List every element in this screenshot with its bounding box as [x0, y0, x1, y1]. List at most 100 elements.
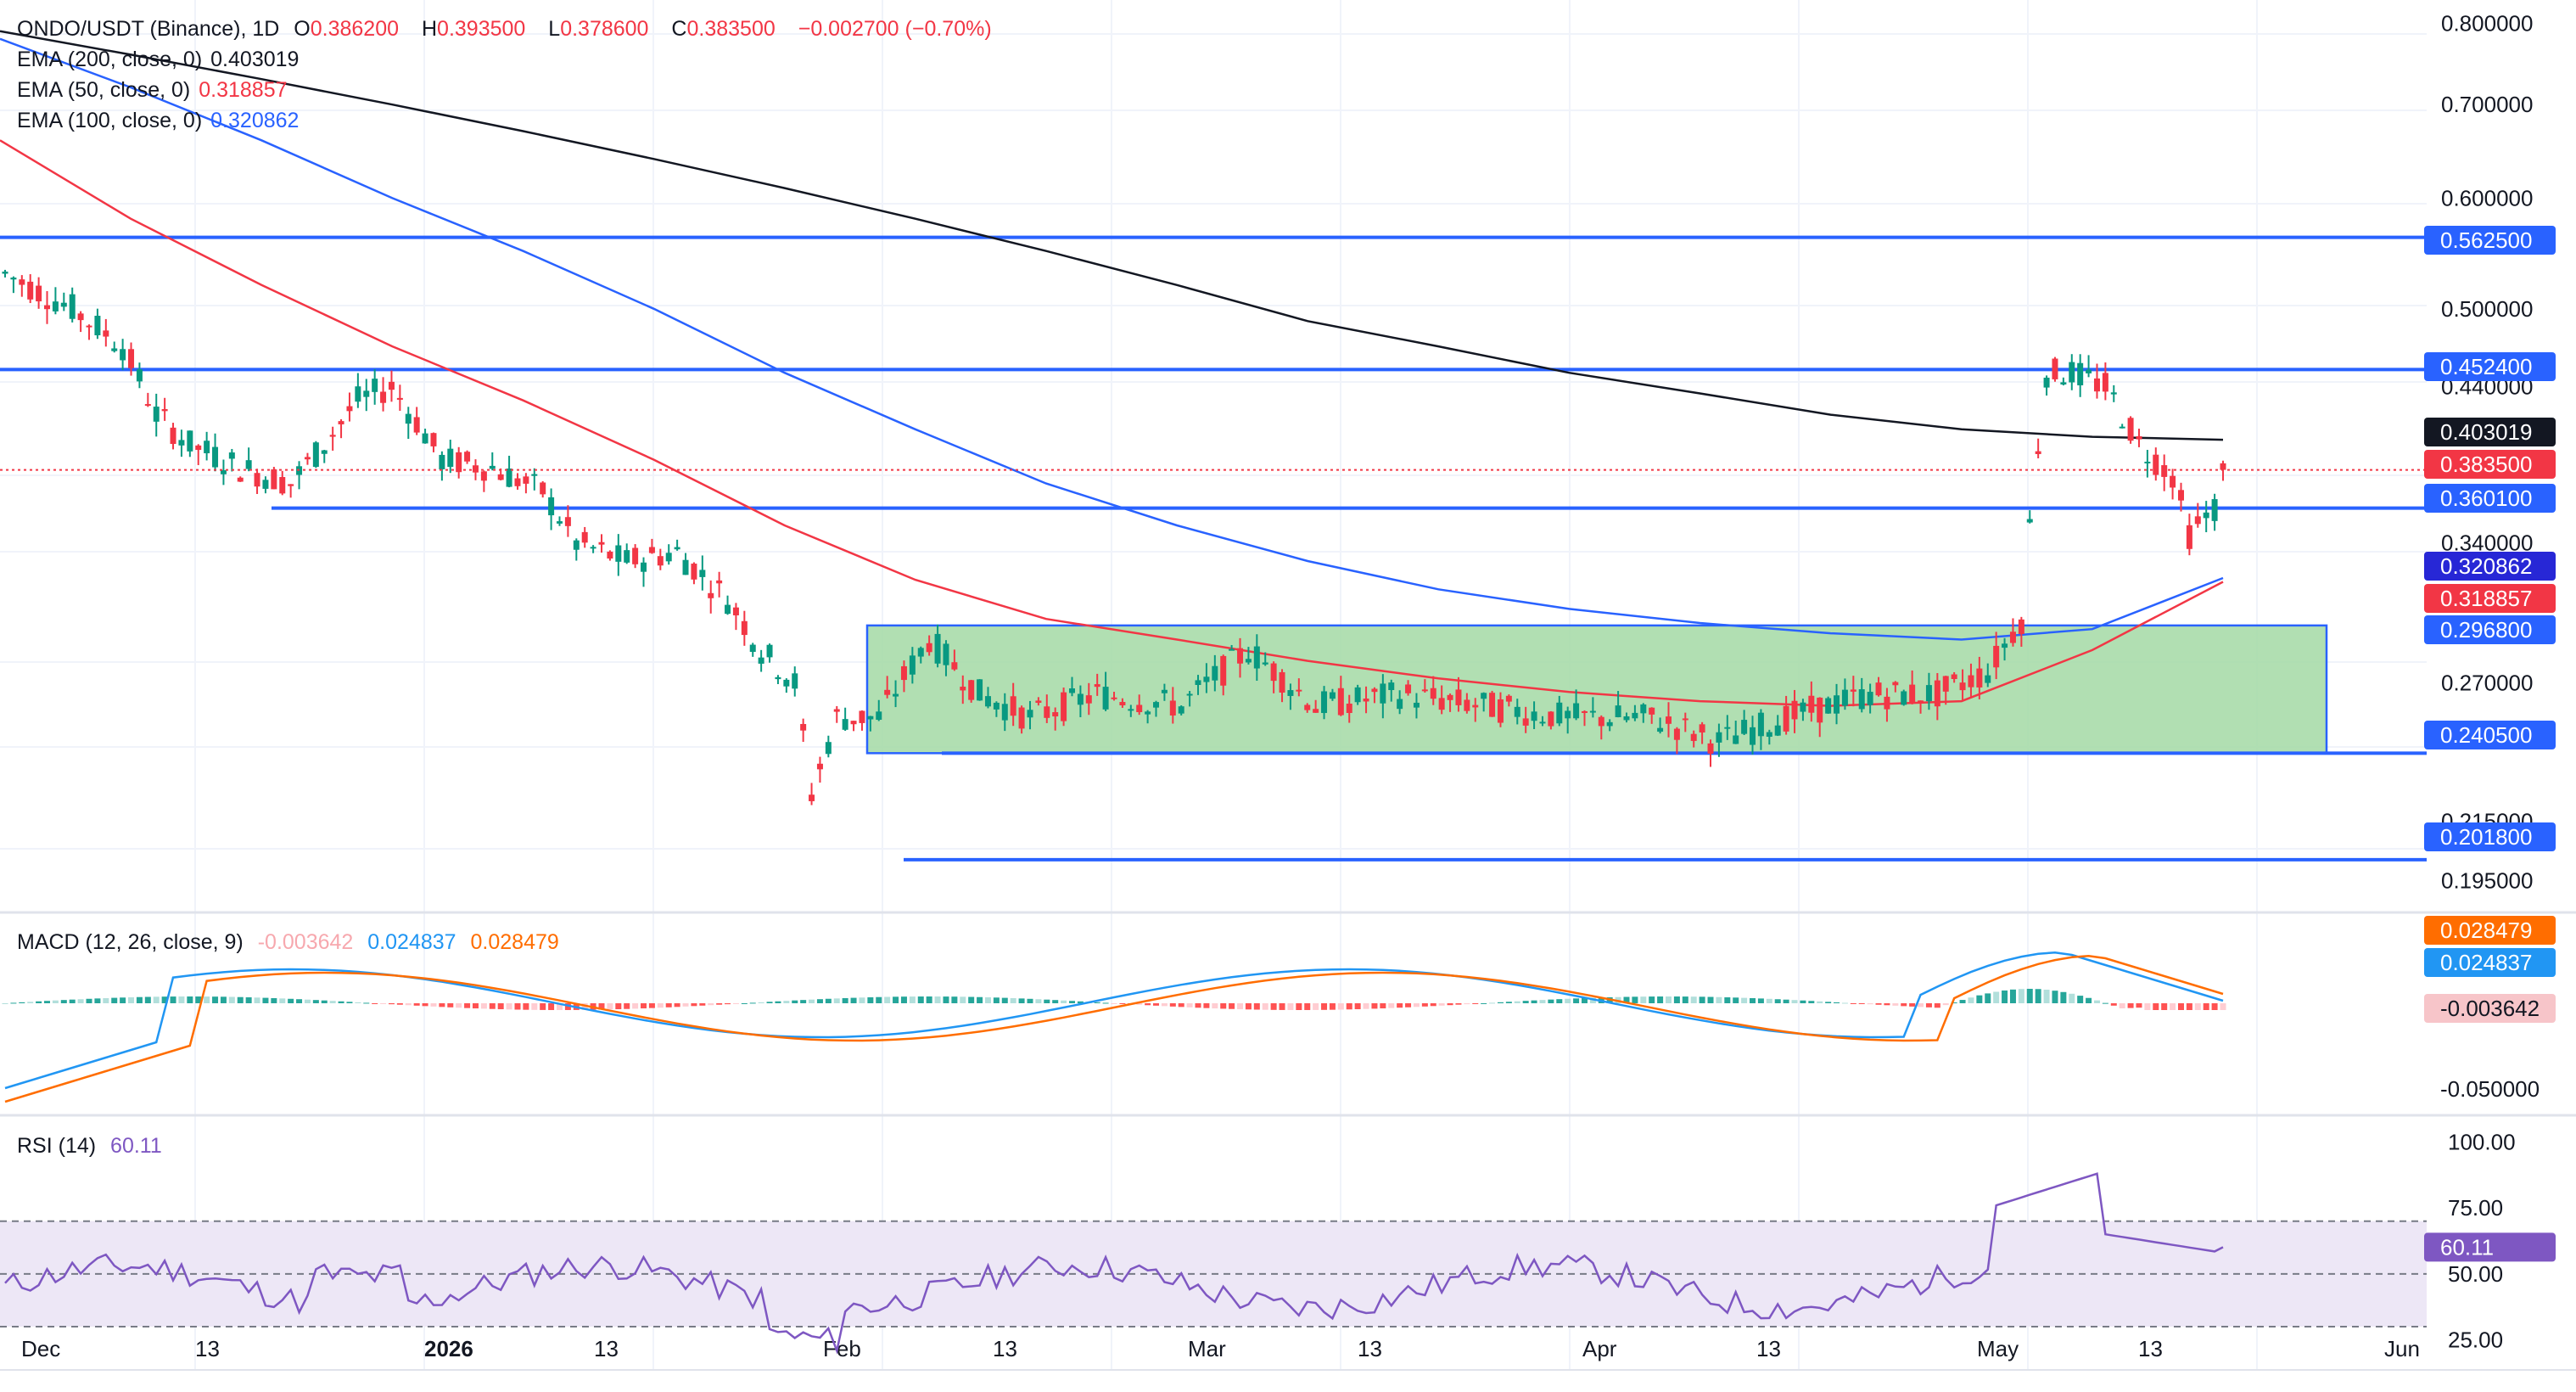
- macd-bar: [111, 997, 118, 1003]
- candle-body: [2186, 525, 2192, 549]
- candle-body: [2035, 451, 2041, 454]
- macd-bar: [464, 1003, 471, 1008]
- candle-body: [1313, 709, 1319, 713]
- candle-body: [1976, 668, 1983, 688]
- candle-body: [1657, 727, 1664, 732]
- candle-body: [94, 316, 101, 336]
- macd-bar: [825, 998, 832, 1003]
- candle-body: [1178, 706, 1184, 714]
- candle-body: [1841, 689, 1848, 706]
- macd-bar: [262, 997, 269, 1003]
- candle-body: [809, 794, 815, 801]
- price-tick-label: 0.700000: [2441, 92, 2533, 117]
- ohlc-legend: ONDO/USDT (Binance), 1D O0.386200 H0.393…: [17, 17, 992, 41]
- macd-bar: [1589, 997, 1596, 1003]
- macd-bar: [2, 1003, 8, 1004]
- candle-body: [388, 381, 395, 390]
- macd-bar: [1472, 1003, 1479, 1004]
- candle-body: [833, 709, 840, 712]
- macd-tag-label: 0.028479: [2440, 918, 2532, 943]
- candle-body: [1212, 665, 1218, 681]
- macd-bar: [329, 1001, 336, 1003]
- candle-body: [1094, 684, 1100, 688]
- macd-bar: [178, 996, 185, 1003]
- candle-body: [2177, 490, 2184, 501]
- rsi-tag-label: 60.11: [2440, 1234, 2494, 1260]
- candle-body: [1884, 696, 1890, 710]
- candle-body: [1531, 711, 1537, 721]
- candle-body: [1027, 710, 1033, 718]
- macd-bar: [1464, 1003, 1470, 1005]
- macd-bar: [900, 996, 907, 1003]
- macd-bar: [1875, 1003, 1882, 1005]
- candle-body: [540, 482, 546, 495]
- candle-body: [725, 604, 731, 615]
- candle-body: [2161, 465, 2168, 477]
- candle-body: [876, 711, 882, 721]
- macd-bar: [1001, 997, 1008, 1003]
- price-tag-label: 0.240500: [2440, 722, 2532, 748]
- time-tick-label: Mar: [1188, 1336, 1226, 1361]
- price-tick-label: 0.195000: [2441, 867, 2533, 893]
- candle-body: [615, 545, 622, 562]
- macd-bar: [388, 1003, 395, 1005]
- candle-body: [372, 379, 378, 392]
- macd-bar: [1371, 1003, 1378, 1009]
- macd-bar: [44, 1001, 51, 1003]
- time-tick-label: Dec: [21, 1336, 60, 1361]
- candle-body: [1909, 684, 1916, 703]
- macd-bar: [1363, 1003, 1369, 1009]
- candle-body: [69, 294, 76, 319]
- macd-bar: [1934, 1003, 1940, 1008]
- candle-body: [1136, 704, 1143, 713]
- candle-body: [1682, 718, 1688, 721]
- macd-bar: [624, 1003, 630, 1009]
- rsi-line: [4, 1172, 2224, 1355]
- candle-body: [665, 553, 672, 562]
- candle-body: [1413, 702, 1420, 708]
- macd-bar: [2211, 1003, 2218, 1010]
- macd-bar: [816, 999, 823, 1003]
- macd-bar: [1724, 997, 1731, 1003]
- macd-bar: [1346, 1003, 1352, 1010]
- macd-bar: [1750, 997, 1756, 1003]
- candle-body: [1203, 676, 1210, 682]
- candle-body: [850, 721, 857, 725]
- macd-bar: [10, 1002, 17, 1004]
- candle-body: [1766, 732, 1772, 738]
- candle-body: [439, 454, 445, 469]
- macd-bar: [682, 1003, 689, 1007]
- macd-bar: [842, 997, 848, 1003]
- macd-bar: [1581, 997, 1588, 1003]
- macd-bar: [1061, 1000, 1067, 1003]
- price-tag-bg: [2424, 552, 2556, 581]
- candle-body: [2110, 392, 2117, 395]
- macd-bar: [1421, 1003, 1428, 1007]
- macd-bar: [1405, 1003, 1412, 1008]
- macd-bar: [413, 1003, 420, 1006]
- macd-bar: [1834, 1002, 1840, 1003]
- candle-body: [1581, 710, 1588, 713]
- candle-body: [2069, 362, 2075, 383]
- macd-bar: [1027, 998, 1033, 1003]
- macd-bar: [1649, 996, 1655, 1003]
- candle-body: [1321, 691, 1328, 714]
- consolidation-zone: [865, 624, 2328, 755]
- candle-body: [430, 433, 437, 446]
- candle-body: [1716, 732, 1722, 743]
- candle-body: [1262, 662, 1268, 665]
- macd-bar: [1035, 999, 1042, 1003]
- candle-body: [262, 480, 269, 489]
- candle-body: [36, 285, 42, 302]
- candle-body: [228, 452, 235, 459]
- candle-body: [590, 547, 596, 549]
- candle-body: [716, 580, 723, 584]
- candle-body: [2144, 461, 2151, 463]
- price-tag-label: 0.562500: [2440, 227, 2532, 253]
- macd-bar: [128, 996, 135, 1003]
- candle-body: [1522, 718, 1529, 726]
- macd-bar: [783, 1001, 790, 1003]
- macd-tag-label: 0.024837: [2440, 950, 2532, 975]
- candle-body: [1690, 733, 1697, 741]
